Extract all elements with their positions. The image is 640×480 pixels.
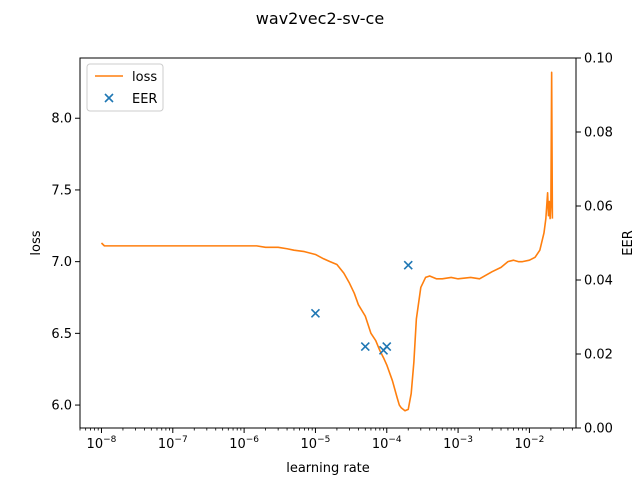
x-tick-label: 10−4 (372, 435, 402, 452)
y-axis-right: 0.00 0.02 0.04 0.06 0.08 0.10 (576, 52, 613, 437)
x-axis: 10−8 10−7 10−6 10−5 10−4 10−3 10−2 (79, 428, 573, 452)
plot-frame (79, 57, 577, 429)
y2-tick-label: 0.02 (584, 348, 613, 363)
y2-tick-label: 0.04 (584, 274, 613, 289)
x-axis-label: learning rate (286, 461, 370, 476)
y-axis-label: loss (29, 230, 44, 255)
y-tick-label: 6.5 (51, 327, 72, 342)
y-tick-label: 7.0 (51, 255, 72, 270)
y-tick-label: 8.0 (51, 112, 72, 127)
x-tick-label: 10−5 (301, 435, 331, 452)
legend-eer-label: EER (132, 92, 157, 107)
x-tick-label: 10−2 (514, 435, 544, 452)
y2-tick-label: 0.08 (584, 126, 613, 141)
legend: loss EER (86, 63, 164, 112)
eer-point (403, 260, 413, 270)
legend-eer-marker (104, 93, 114, 103)
eer-point (360, 342, 370, 352)
y2-axis-label: EER (621, 230, 636, 255)
loss-line (100, 71, 554, 412)
legend-loss-label: loss (132, 70, 157, 85)
x-tick-label: 10−6 (229, 435, 259, 452)
y2-tick-label: 0.10 (584, 52, 613, 67)
eer-point (310, 308, 321, 318)
y2-tick-label: 0.00 (584, 422, 613, 437)
chart-title: wav2vec2-sv-ce (256, 9, 384, 28)
y-tick-label: 6.0 (51, 399, 72, 414)
plot-area (100, 71, 554, 412)
x-tick-label: 10−7 (158, 435, 188, 452)
eer-point (382, 342, 392, 352)
x-tick-label: 10−8 (87, 435, 117, 452)
x-tick-label: 10−3 (443, 435, 473, 452)
y-axis-left: 6.0 6.5 7.0 7.5 8.0 (51, 112, 80, 414)
y2-tick-label: 0.06 (584, 200, 613, 215)
y-tick-label: 7.5 (51, 183, 72, 198)
